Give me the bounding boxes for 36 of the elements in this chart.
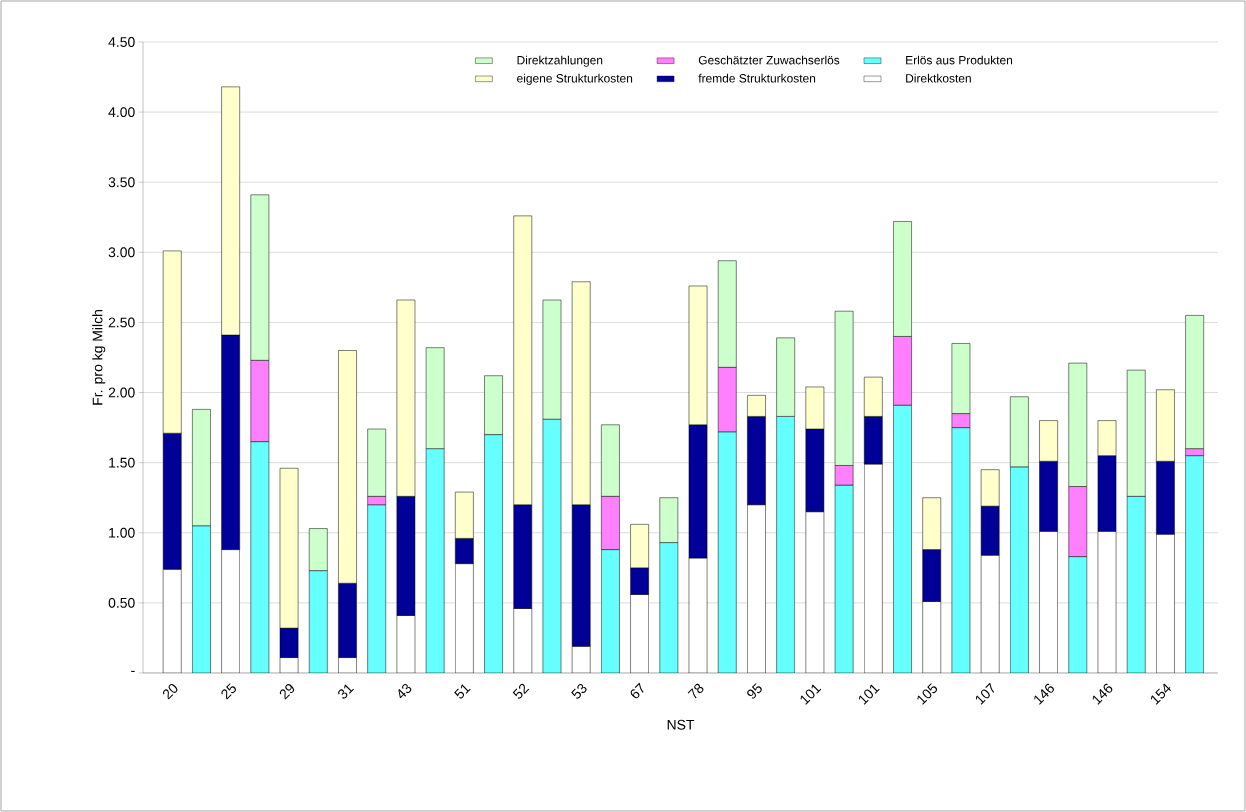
x-tick-label: 101 bbox=[800, 684, 822, 705]
y-tick-label: 3.00 bbox=[108, 247, 135, 258]
x-tick-label: 78 bbox=[687, 683, 704, 699]
x-tick-label: 146 bbox=[1092, 683, 1113, 705]
y-tick-label: 2.00 bbox=[108, 387, 135, 398]
x-tick-label: 51 bbox=[454, 684, 471, 699]
y-tick-label: 4.50 bbox=[108, 37, 135, 47]
y-tick-label: 4.00 bbox=[108, 107, 135, 118]
x-tick-label: 67 bbox=[630, 682, 644, 699]
x-tick-label: 43 bbox=[398, 683, 412, 699]
x-tick-label: 101 bbox=[859, 684, 880, 705]
y-tick-label: - bbox=[131, 670, 135, 672]
x-tick-label: 29 bbox=[279, 684, 295, 700]
legend-label: eigene Strukturkosten bbox=[517, 73, 633, 85]
x-tick-label: 146 bbox=[1034, 683, 1054, 705]
y-tick-label: 1.00 bbox=[109, 527, 135, 538]
x-tick-label: 105 bbox=[917, 683, 938, 705]
x-tick-label: 53 bbox=[571, 683, 587, 699]
y-tick-label: 2.50 bbox=[108, 317, 135, 328]
x-tick-label: 52 bbox=[512, 683, 530, 699]
y-tick-label: 0.50 bbox=[108, 597, 135, 608]
legend-label: Erlös aus Produkten bbox=[906, 55, 1013, 65]
y-tick-label: 3.50 bbox=[108, 177, 135, 188]
x-tick-label: 20 bbox=[162, 683, 178, 700]
legend-label: fremde Strukturkosten bbox=[698, 73, 816, 83]
y-axis-title: Fr. pro kg Milch bbox=[92, 310, 106, 405]
x-axis-title: NST bbox=[667, 719, 695, 730]
x-tick-label: 95 bbox=[747, 683, 762, 699]
y-tick-label: 1.50 bbox=[109, 457, 135, 468]
x-tick-label: 107 bbox=[975, 682, 995, 705]
legend-label: Direktkosten bbox=[906, 73, 971, 83]
x-tick-label: 31 bbox=[338, 684, 354, 699]
x-tick-label: 25 bbox=[221, 683, 236, 700]
legend-label: Geschätzter Zuwachserlös bbox=[698, 55, 840, 65]
x-tick-label: 154 bbox=[1151, 683, 1171, 705]
legend-label: Direktzahlungen bbox=[517, 55, 603, 67]
